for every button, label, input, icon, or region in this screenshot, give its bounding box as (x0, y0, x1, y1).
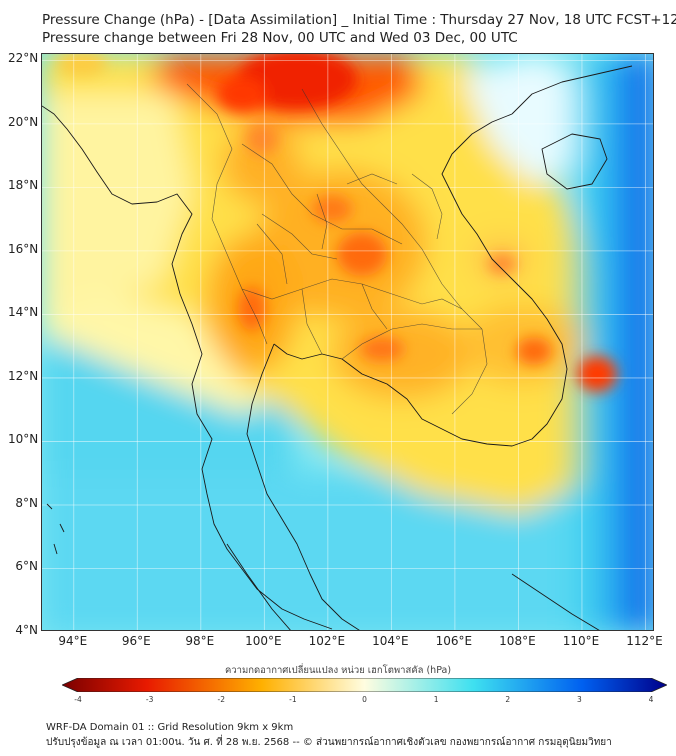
lon-label: 94°E (58, 634, 88, 648)
map-subtitle: Pressure change between Fri 28 Nov, 00 U… (42, 30, 518, 46)
lon-label: 102°E (308, 634, 346, 648)
colorbar-title: ความกดอากาศเปลี่ยนแปลง หน่วย เฮกโตพาสคัล… (224, 665, 452, 676)
colorbar-tick-label: -2 (217, 695, 225, 704)
colorbar-tick-label: -4 (74, 695, 82, 704)
colorbar-tick-label: 1 (433, 695, 439, 704)
map-gridlines (42, 54, 653, 630)
lat-label: 12°N (8, 368, 39, 383)
colorbar-tick-label: -3 (145, 695, 154, 704)
lat-label: 20°N (8, 114, 39, 129)
lat-label: 14°N (8, 305, 39, 320)
map-title: Pressure Change (hPa) - [Data Assimilati… (42, 12, 676, 28)
lon-label: 112°E (626, 634, 663, 648)
lat-label: 16°N (8, 241, 39, 256)
lat-label: 18°N (8, 178, 39, 193)
lat-label: 8°N (15, 495, 38, 510)
pressure-minima (57, 54, 617, 392)
lon-label: 106°E (435, 634, 473, 648)
lat-label: 22°N (8, 51, 39, 66)
footer-credit: ปรับปรุงข้อมูล ณ เวลา 01:00น. วัน ศ. ที่… (46, 737, 612, 748)
lon-label: 98°E (185, 634, 215, 648)
lon-label: 96°E (121, 634, 151, 648)
lon-label: 104°E (372, 634, 409, 648)
colorbar (62, 678, 667, 692)
pressure-field-shading (42, 54, 653, 630)
lat-label: 6°N (15, 559, 38, 574)
coastlines (42, 65, 633, 630)
pressure-change-map (41, 53, 654, 631)
colorbar-tick-label: 0 (362, 695, 367, 704)
lon-label: 110°E (562, 634, 600, 648)
lat-label: 4°N (15, 623, 38, 637)
footer-model-info: WRF-DA Domain 01 :: Grid Resolution 9km … (46, 722, 294, 733)
admin-borders (186, 83, 488, 415)
colorbar-tick-label: 2 (505, 695, 511, 704)
lon-label: 100°E (245, 634, 282, 648)
map-field (42, 54, 653, 630)
colorbar-tick-label: -1 (289, 695, 297, 704)
colorbar-tick-label: 4 (648, 695, 654, 704)
colorbar-tick-label: 3 (576, 695, 582, 704)
lon-label: 108°E (499, 634, 536, 648)
colorbar-gradient (62, 678, 667, 692)
lat-label: 10°N (8, 432, 39, 447)
